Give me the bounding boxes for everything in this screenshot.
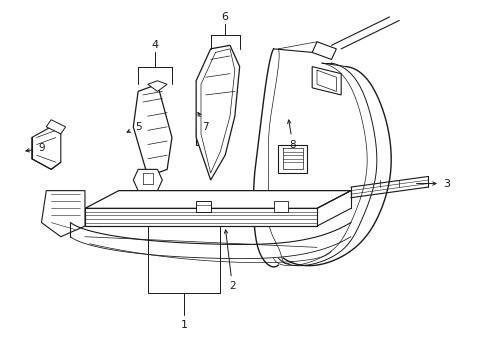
Polygon shape xyxy=(133,84,172,176)
Text: 3: 3 xyxy=(416,179,449,189)
Polygon shape xyxy=(46,120,65,134)
Polygon shape xyxy=(311,42,336,59)
Text: 1: 1 xyxy=(180,320,187,330)
Polygon shape xyxy=(196,201,210,212)
Polygon shape xyxy=(278,145,307,173)
Text: 2: 2 xyxy=(224,230,235,291)
Polygon shape xyxy=(32,127,61,169)
Text: 6: 6 xyxy=(221,12,228,22)
Text: 8: 8 xyxy=(287,120,296,149)
Polygon shape xyxy=(147,81,167,91)
Polygon shape xyxy=(196,127,215,145)
Polygon shape xyxy=(311,67,341,95)
Polygon shape xyxy=(41,191,85,237)
Text: 9: 9 xyxy=(26,143,45,153)
Polygon shape xyxy=(85,208,316,226)
Polygon shape xyxy=(196,45,239,180)
Polygon shape xyxy=(85,191,350,208)
Polygon shape xyxy=(273,201,287,212)
Text: 4: 4 xyxy=(151,40,158,50)
Polygon shape xyxy=(133,169,162,191)
Text: 7: 7 xyxy=(198,113,209,132)
Text: 5: 5 xyxy=(127,122,141,132)
